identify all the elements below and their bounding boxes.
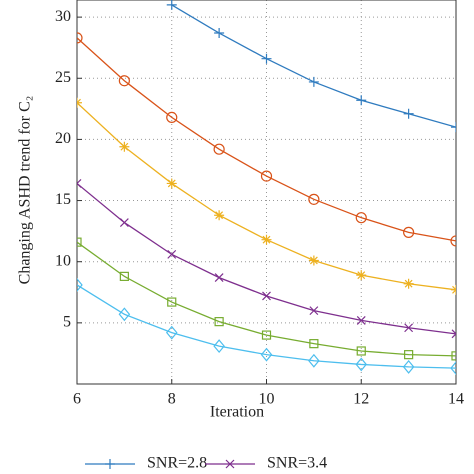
y-axis-label: Changing ASHD trend for C₂ [17, 96, 34, 285]
y-tick-label: 5 [63, 314, 71, 331]
marker [309, 306, 319, 316]
series-line [171, 4, 456, 128]
y-tick-label: 25 [55, 69, 71, 86]
legend-label: SNR=3.4 [267, 455, 327, 472]
marker [118, 75, 130, 87]
marker [105, 459, 115, 469]
marker [261, 53, 272, 64]
marker [355, 212, 367, 224]
marker [402, 359, 415, 374]
series-line [77, 182, 456, 335]
marker [119, 218, 129, 227]
marker [451, 122, 456, 133]
marker [308, 255, 319, 266]
marker [356, 346, 366, 356]
marker [403, 278, 414, 289]
marker [450, 235, 456, 247]
marker [119, 271, 129, 281]
marker [165, 325, 178, 340]
series-line [77, 37, 456, 242]
marker [166, 111, 178, 124]
marker [355, 357, 368, 372]
y-tick-label: 15 [55, 191, 71, 208]
marker [213, 339, 225, 354]
marker [262, 291, 271, 301]
marker [356, 270, 367, 281]
marker [225, 459, 235, 469]
x-tick-label: 6 [73, 391, 81, 408]
marker [214, 210, 225, 221]
marker [260, 347, 273, 362]
marker [260, 170, 273, 182]
marker [119, 141, 130, 152]
marker [77, 32, 83, 44]
y-tick-label: 30 [55, 8, 71, 25]
marker [403, 108, 414, 119]
marker [213, 143, 225, 155]
marker [166, 178, 177, 189]
x-tick-label: 10 [259, 391, 275, 408]
marker [77, 237, 82, 247]
y-tick-label: 20 [55, 130, 71, 147]
marker [451, 284, 456, 295]
marker [403, 226, 415, 238]
marker [451, 351, 456, 361]
x-axis-label: Iteration [210, 404, 264, 421]
marker [356, 315, 366, 325]
marker [167, 297, 177, 307]
marker [404, 350, 414, 360]
marker [167, 249, 177, 259]
marker [77, 179, 82, 188]
x-tick-label: 8 [168, 391, 176, 408]
marker [308, 76, 319, 87]
marker [118, 307, 131, 322]
x-tick-label: 12 [353, 391, 369, 408]
marker [261, 330, 272, 340]
marker [214, 273, 224, 283]
marker [451, 329, 456, 339]
marker [77, 97, 82, 108]
legend-label: SNR=2.8 [147, 455, 207, 472]
series-line [77, 241, 456, 357]
marker [166, 0, 177, 10]
x-tick-label: 14 [448, 391, 464, 408]
marker [356, 95, 367, 106]
marker [309, 339, 319, 349]
marker [77, 278, 83, 292]
marker [404, 323, 414, 333]
marker [214, 317, 224, 327]
marker [214, 28, 225, 39]
marker [261, 234, 272, 245]
plot-area [77, 0, 456, 376]
marker [308, 193, 320, 205]
marker [308, 353, 320, 368]
series-line [77, 284, 456, 369]
y-tick-label: 10 [55, 252, 71, 269]
marker [450, 361, 456, 376]
plot-frame [76, 0, 457, 385]
